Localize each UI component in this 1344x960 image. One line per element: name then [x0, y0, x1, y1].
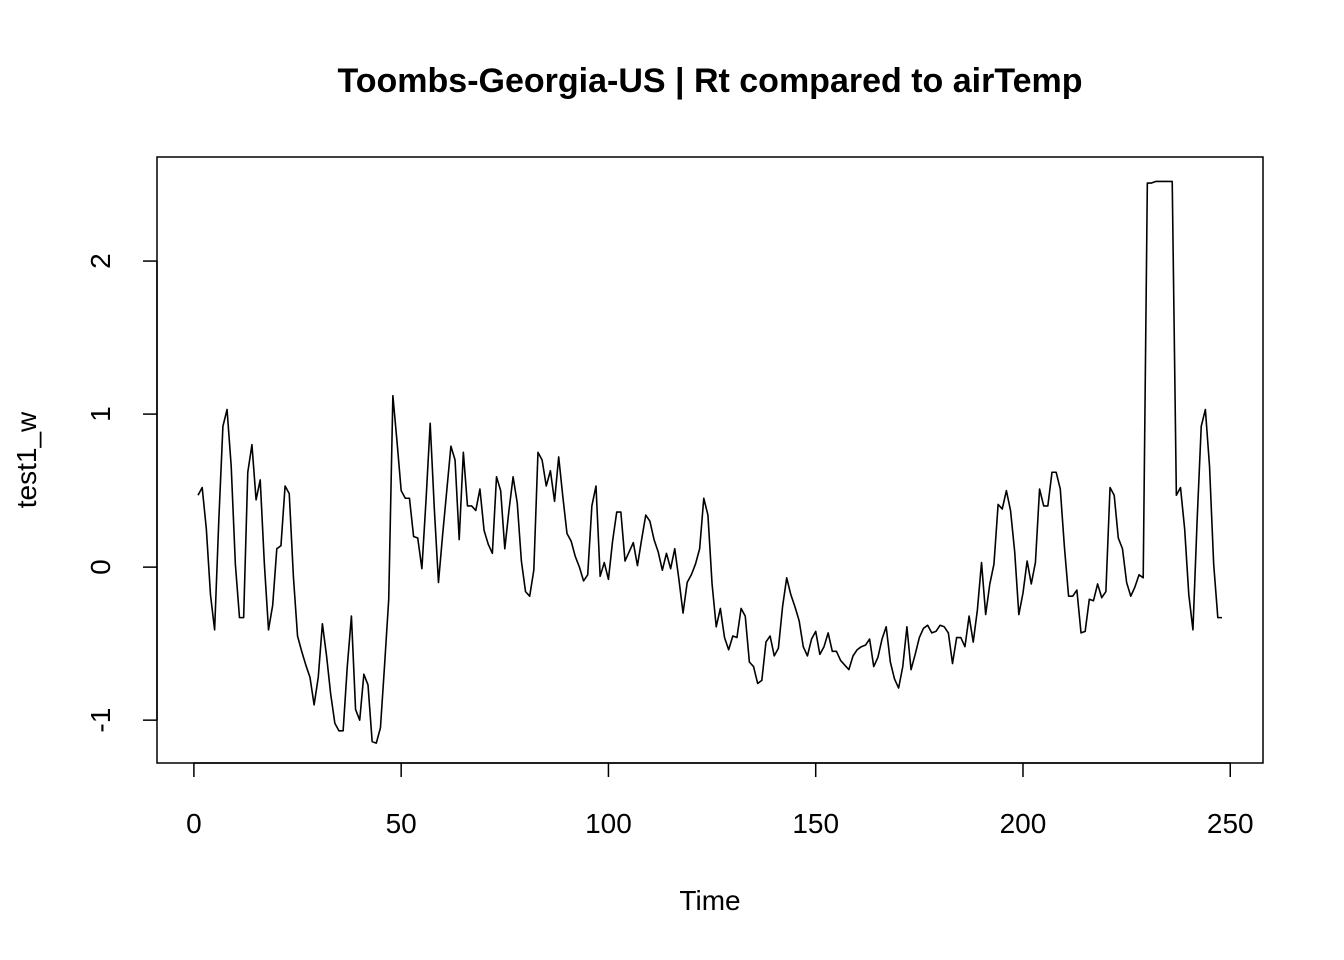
y-tick-label: 2: [85, 253, 116, 269]
plot-frame: [157, 157, 1263, 763]
y-tick-label: 0: [85, 559, 116, 575]
x-axis-label: Time: [679, 885, 740, 916]
chart-title: Toombs-Georgia-US | Rt compared to airTe…: [338, 62, 1083, 100]
series-line: [198, 181, 1222, 743]
x-tick-label: 0: [186, 808, 202, 839]
x-tick-label: 100: [585, 808, 632, 839]
series-layer: [197, 180, 1223, 744]
x-tick-label: 150: [792, 808, 839, 839]
y-tick-label: -1: [85, 708, 116, 733]
y-tick-label: 1: [85, 406, 116, 422]
x-tick-label: 250: [1207, 808, 1254, 839]
plot-area: [157, 157, 1263, 763]
x-tick-label: 200: [1000, 808, 1047, 839]
x-tick-label: 50: [386, 808, 417, 839]
y-axis-label: test1_w: [11, 411, 42, 508]
y-axis: -1 0 1 2: [85, 253, 157, 732]
x-axis: 0 50 100 150 200 250: [186, 763, 1254, 839]
